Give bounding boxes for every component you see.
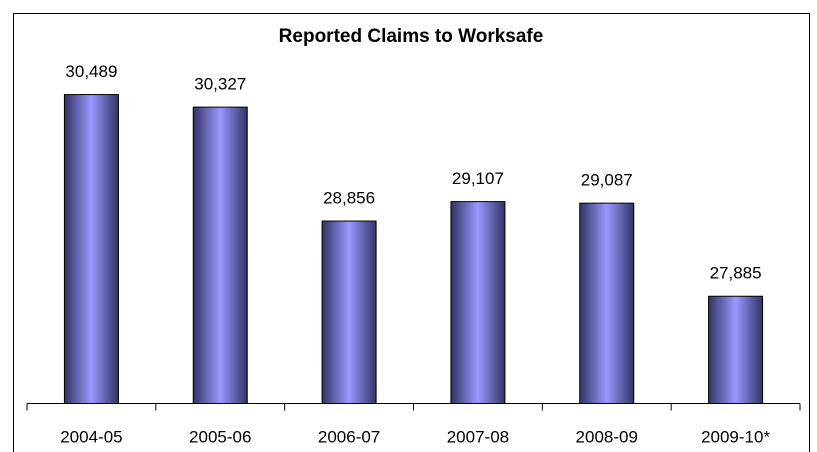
x-tick-label: 2009-10* bbox=[701, 427, 770, 446]
bar bbox=[63, 94, 119, 405]
data-label: 30,489 bbox=[65, 62, 117, 81]
bar bbox=[321, 220, 377, 404]
x-tick-label: 2007-08 bbox=[447, 427, 509, 446]
chart-title: Reported Claims to Worksafe bbox=[279, 26, 544, 47]
bar bbox=[192, 106, 248, 404]
x-tick-label: 2005-06 bbox=[189, 427, 251, 446]
bar bbox=[450, 201, 506, 404]
x-tick-label: 2006-07 bbox=[318, 427, 380, 446]
bar bbox=[579, 202, 635, 404]
data-label: 30,327 bbox=[194, 75, 246, 94]
x-tick-label: 2008-09 bbox=[576, 427, 638, 446]
data-label: 27,885 bbox=[710, 264, 762, 283]
x-tick-label: 2004-05 bbox=[60, 427, 122, 446]
chart-border bbox=[13, 13, 810, 452]
data-label: 29,107 bbox=[452, 169, 504, 188]
bar bbox=[708, 295, 764, 404]
data-label: 28,856 bbox=[323, 189, 375, 208]
data-label: 29,087 bbox=[581, 171, 633, 190]
